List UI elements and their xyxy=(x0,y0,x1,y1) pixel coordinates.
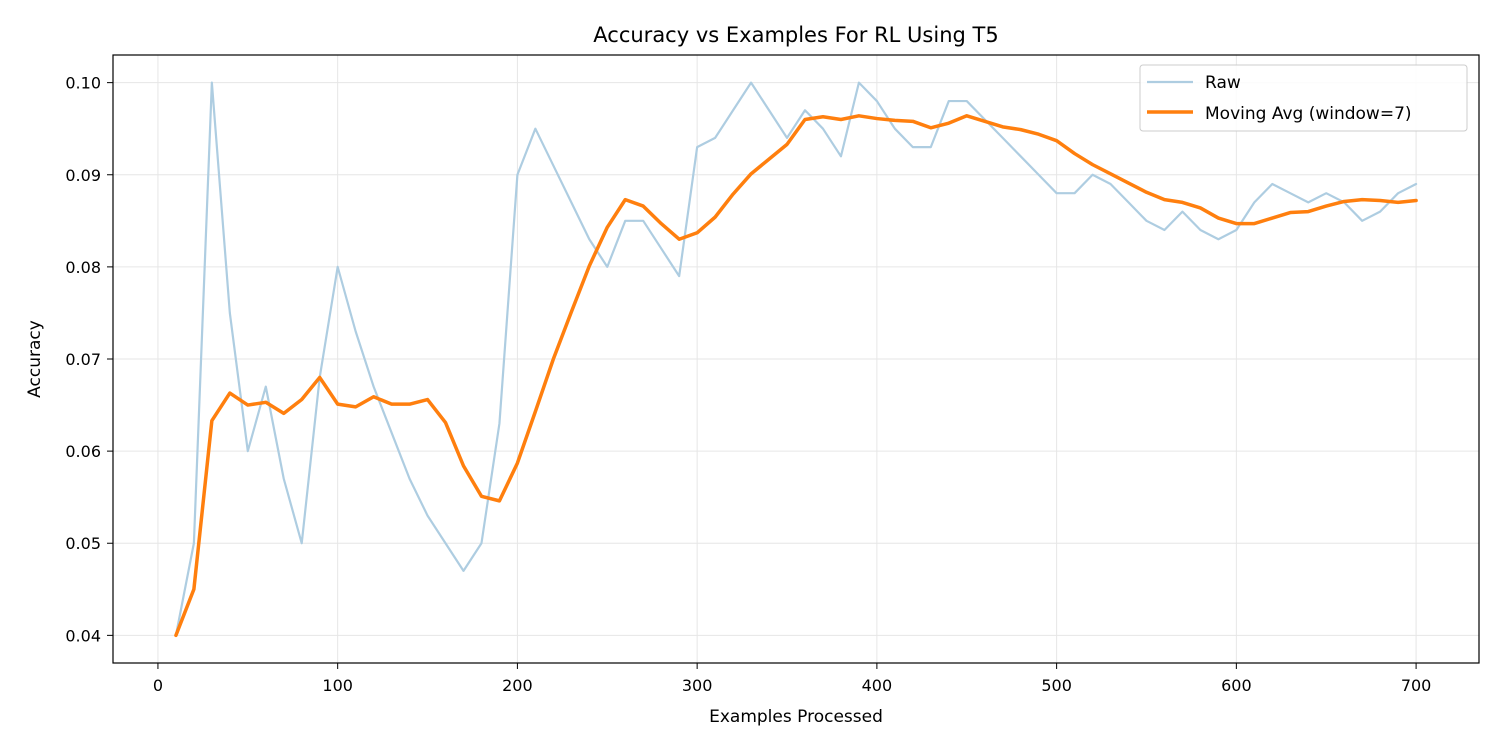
x-tick-label: 500 xyxy=(1041,676,1072,695)
y-axis: 0.04 0.05 0.06 0.07 0.08 0.09 0.10 xyxy=(65,74,113,645)
y-axis-label: Accuracy xyxy=(25,320,45,398)
x-tick-label: 700 xyxy=(1401,676,1432,695)
y-tick-label: 0.05 xyxy=(65,534,101,553)
y-tick-label: 0.10 xyxy=(65,74,101,93)
x-tick-label: 100 xyxy=(322,676,353,695)
x-tick-label: 400 xyxy=(862,676,893,695)
legend: Raw Moving Avg (window=7) xyxy=(1139,64,1468,132)
legend-label-moving-avg: Moving Avg (window=7) xyxy=(1205,104,1412,124)
series-layer xyxy=(174,81,1418,638)
y-tick-label: 0.06 xyxy=(65,442,101,461)
x-tick-label: 300 xyxy=(682,676,713,695)
series-line-moving-avg xyxy=(174,114,1418,638)
y-tick-label: 0.08 xyxy=(65,258,101,277)
y-tick-label: 0.07 xyxy=(65,350,101,369)
y-tick-label: 0.09 xyxy=(65,166,101,185)
x-tick-label: 600 xyxy=(1221,676,1252,695)
x-axis-label: Examples Processed xyxy=(709,707,883,727)
chart-title: Accuracy vs Examples For RL Using T5 xyxy=(593,23,998,47)
legend-label-raw: Raw xyxy=(1205,73,1241,93)
y-tick-label: 0.04 xyxy=(65,626,101,645)
legend-box xyxy=(1139,64,1468,132)
x-axis: 0 100 200 300 400 500 600 700 xyxy=(153,663,1432,695)
x-tick-label: 0 xyxy=(153,676,163,695)
grid xyxy=(113,55,1479,663)
series-line-raw xyxy=(174,81,1418,637)
x-tick-label: 200 xyxy=(502,676,533,695)
